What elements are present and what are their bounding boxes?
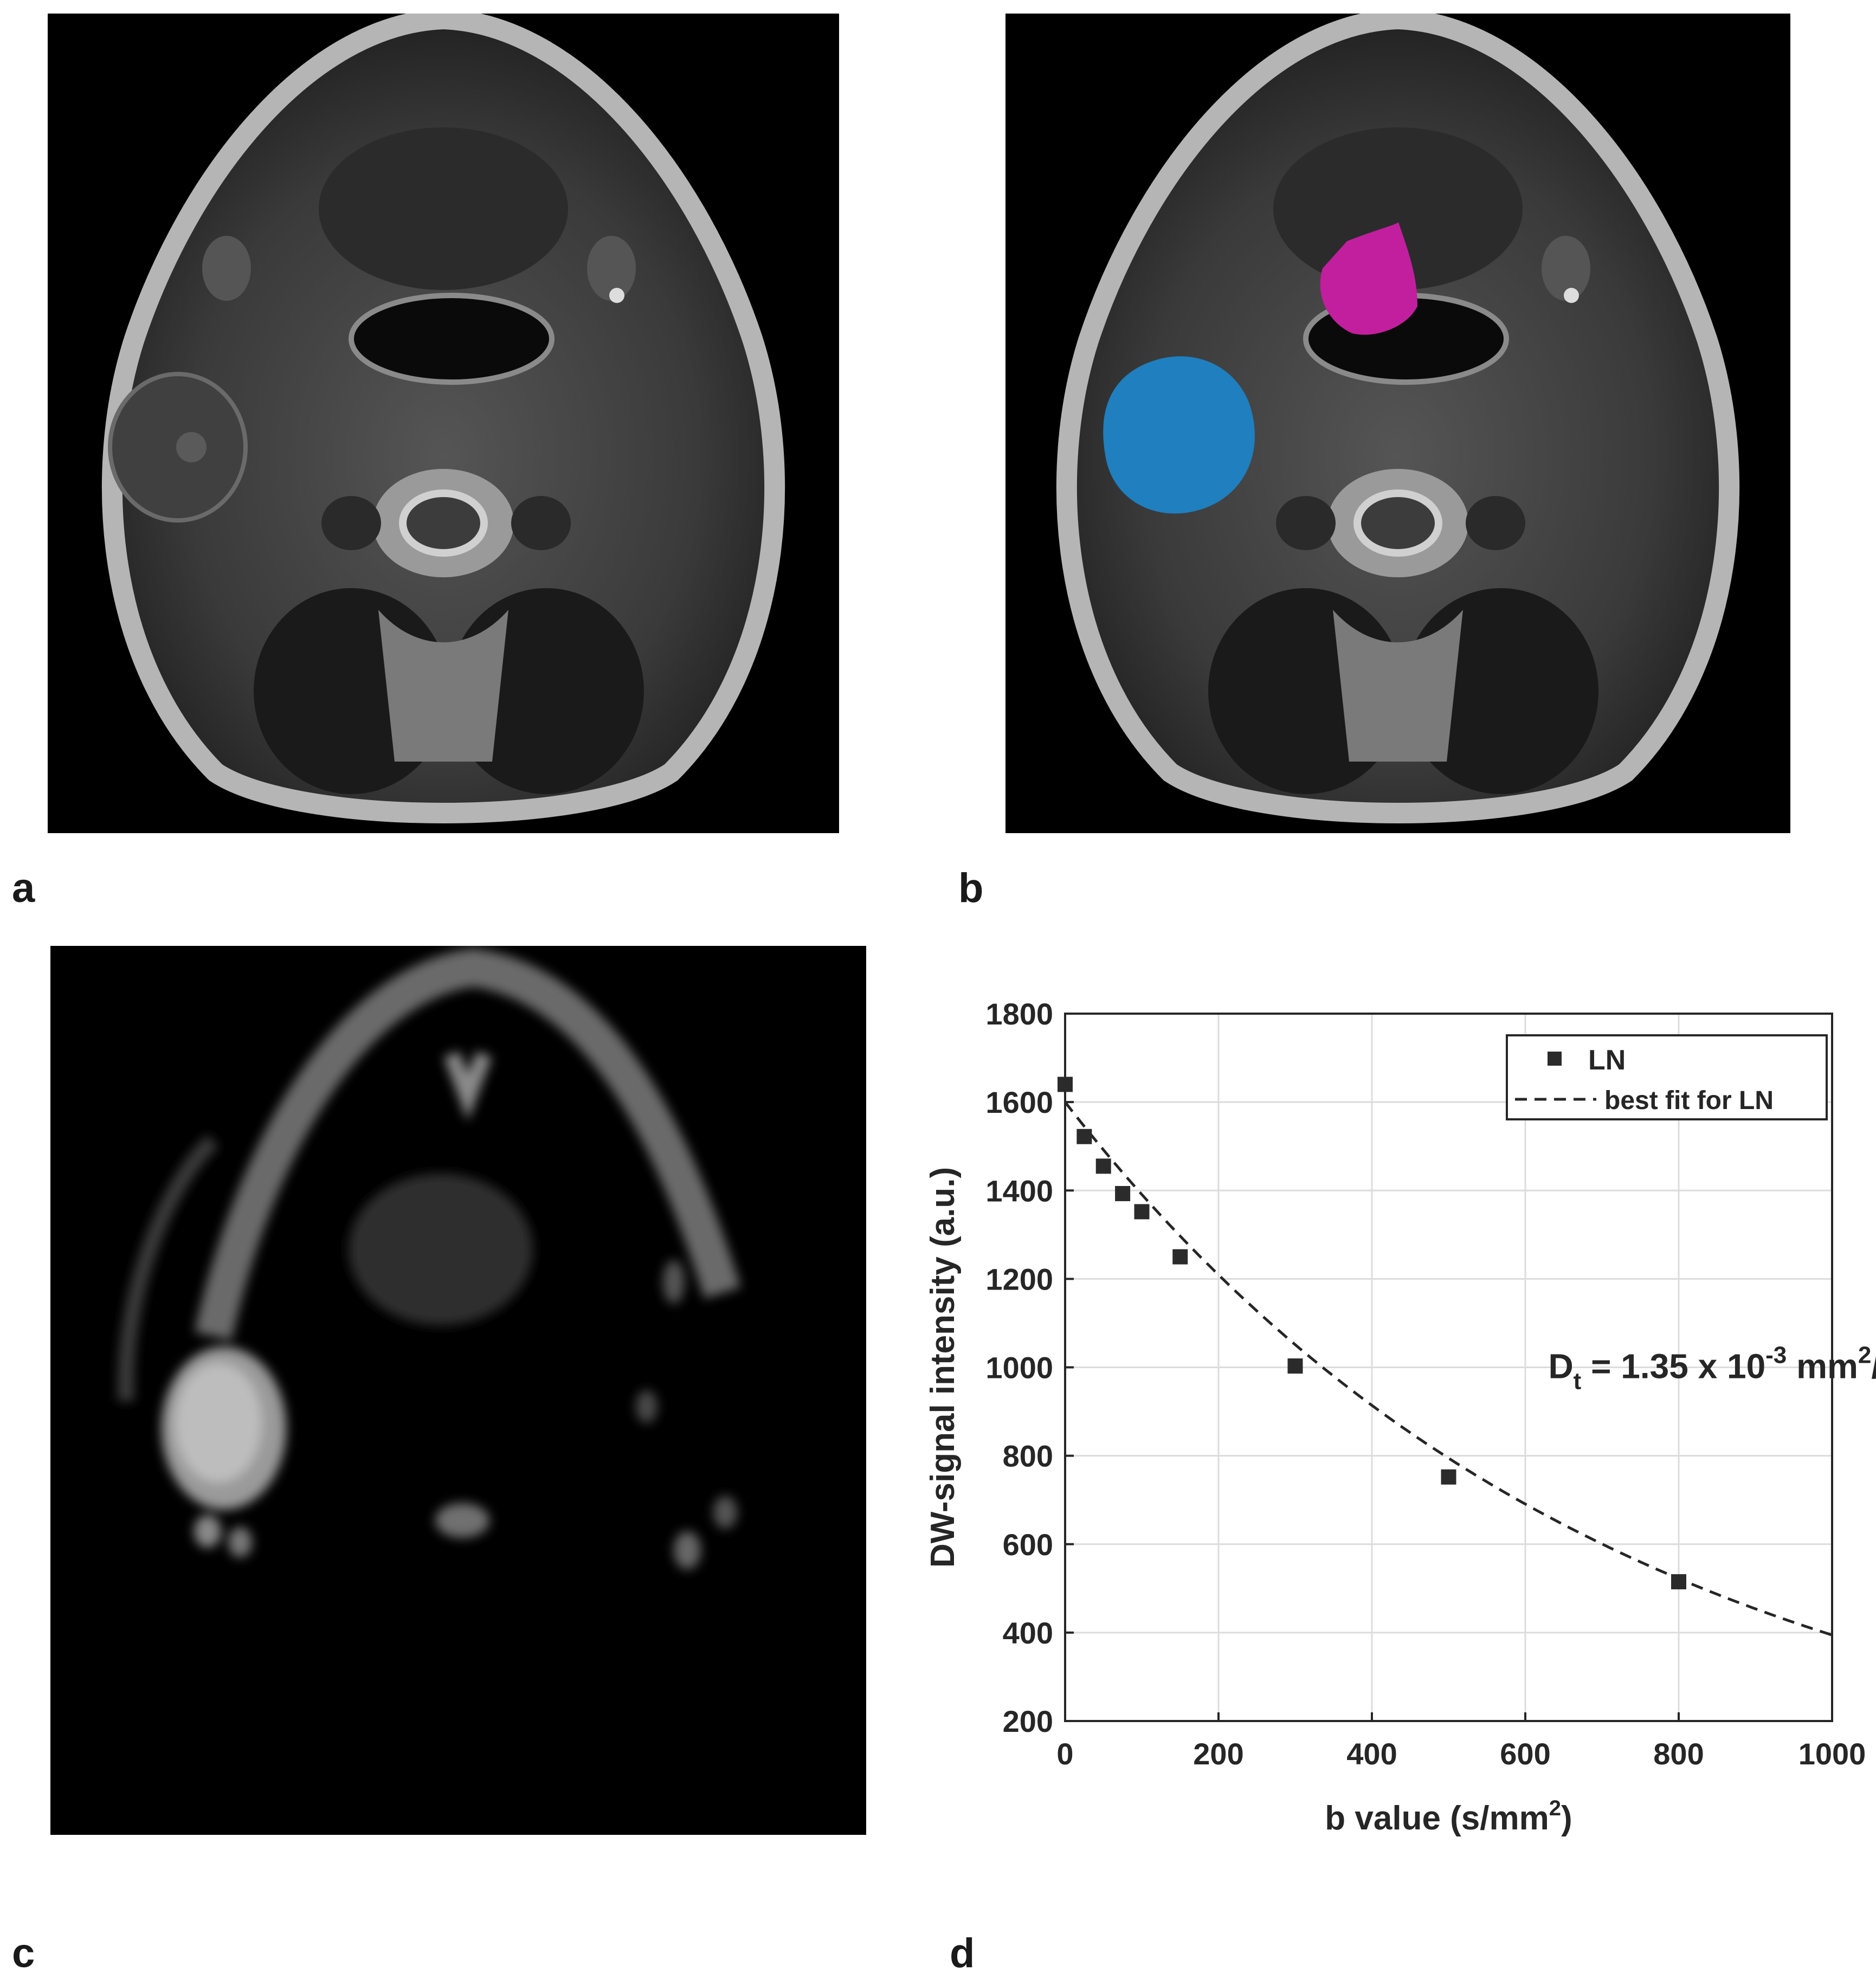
data-point-marker (1076, 1129, 1092, 1144)
y-axis-label: DW-signal intensity (a.u.) (924, 1167, 962, 1568)
data-point-marker (1058, 1077, 1073, 1092)
panel-label-a: a (12, 865, 35, 911)
data-point-marker (1134, 1204, 1150, 1220)
panel-label-b: b (958, 865, 984, 911)
data-point-marker (1441, 1469, 1456, 1485)
y-tick-label: 800 (1003, 1439, 1053, 1473)
data-point-marker (1671, 1574, 1686, 1590)
data-point-marker (1095, 1158, 1111, 1174)
legend-label-ln: LN (1588, 1045, 1626, 1076)
panel-b-mri-roi (1005, 14, 1790, 833)
y-tick-label: 1000 (985, 1351, 1053, 1385)
y-tick-label: 1600 (985, 1085, 1053, 1119)
x-tick-label: 600 (1500, 1737, 1550, 1771)
roi-reference (1320, 222, 1417, 335)
y-tick-label: 1800 (985, 997, 1053, 1031)
panel-label-d: d (950, 1930, 975, 1976)
data-point-marker (1115, 1185, 1131, 1201)
roi-lymph-node (1103, 356, 1255, 514)
x-tick-label: 200 (1193, 1737, 1243, 1771)
x-tick-label: 400 (1346, 1737, 1397, 1771)
data-point-marker (1287, 1358, 1303, 1374)
y-tick-label: 1400 (985, 1174, 1053, 1208)
y-tick-label: 1200 (985, 1262, 1053, 1296)
y-tick-label: 200 (1003, 1704, 1053, 1738)
dt-annotation: Dt = 1.35 x 10-3 mm2/s (1548, 1342, 1876, 1395)
x-tick-label: 0 (1056, 1737, 1073, 1771)
x-tick-label: 800 (1653, 1737, 1704, 1771)
y-tick-label: 600 (1003, 1528, 1053, 1562)
panel-label-c: c (12, 1930, 35, 1976)
panel-a-mri (48, 14, 839, 833)
panel-d-chart: 0 200 400 600 800 100020040060080010001200140… (924, 997, 1876, 1837)
x-axis-label: b value (s/mm2) (1325, 1796, 1572, 1837)
legend-box (1506, 1034, 1828, 1120)
legend-label-fit: best fit for LN (1604, 1086, 1774, 1115)
legend-marker-ln (1548, 1052, 1562, 1066)
x-tick-label: 1000 (1798, 1737, 1866, 1771)
y-tick-label: 400 (1003, 1616, 1053, 1650)
data-point-marker (1172, 1249, 1188, 1265)
panel-c-dwi (50, 946, 866, 1835)
